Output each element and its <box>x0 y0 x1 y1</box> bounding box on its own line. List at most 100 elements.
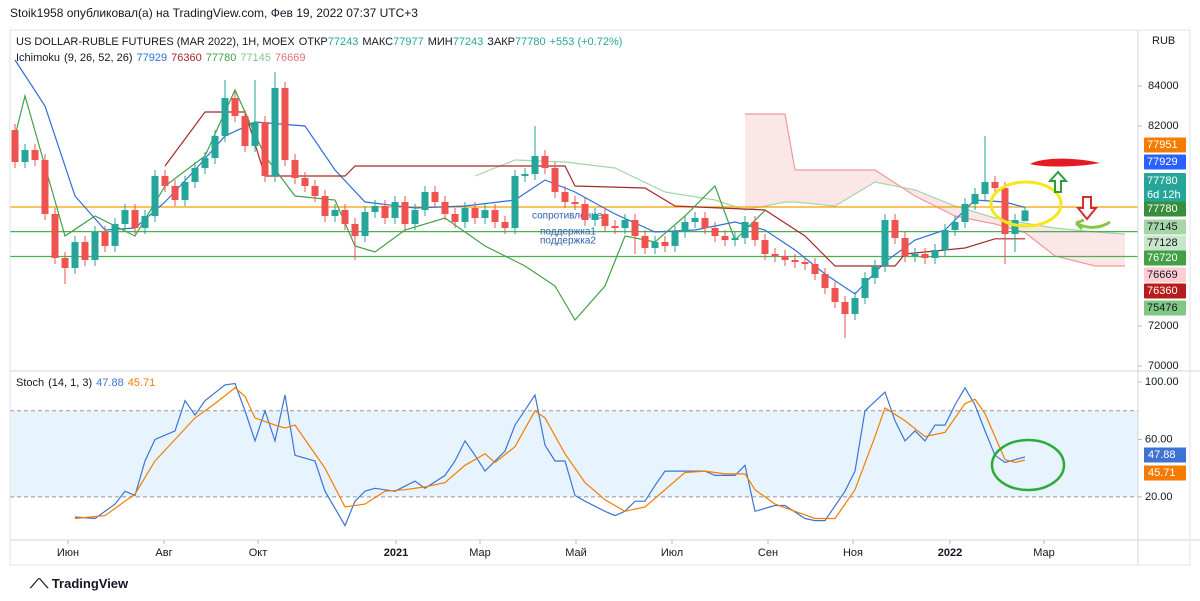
y-tick-label: 84000 <box>1148 80 1179 92</box>
candle-body <box>811 264 819 274</box>
ohlc-value: 77780 <box>515 36 546 48</box>
indicator-params: (9, 26, 52, 26) <box>64 52 133 64</box>
stoch-legend: Stoch (14, 1, 3) 47.88 45.71 <box>16 377 159 389</box>
candle-body <box>791 260 799 262</box>
ohlc-value: 77977 <box>393 36 424 48</box>
candle-body <box>171 186 179 200</box>
candle-body <box>441 202 449 214</box>
candle-body <box>401 202 409 224</box>
x-tick-label: Июл <box>661 547 683 559</box>
candle-body <box>551 168 559 192</box>
candle-body <box>661 242 669 246</box>
candle-body <box>201 158 209 168</box>
candle-body <box>181 182 189 200</box>
candle-body <box>501 222 509 228</box>
candle-body <box>611 226 619 228</box>
candle-body <box>91 232 99 260</box>
x-tick-label: Окт <box>249 547 268 559</box>
y-tick-label: 20.00 <box>1145 491 1173 503</box>
legend-value: 77780 <box>205 52 237 64</box>
candle-body <box>671 232 679 246</box>
price-label-bg <box>1144 137 1186 153</box>
x-tick-label: 2022 <box>938 547 962 559</box>
candle-body <box>861 278 869 298</box>
level-label: поддержка1 <box>540 227 596 238</box>
price-label-bg <box>1144 154 1186 170</box>
candle-body <box>531 156 539 174</box>
candle-body <box>951 222 959 230</box>
price-label: 77145 <box>1147 221 1178 233</box>
legend-value: 77929 <box>136 52 168 64</box>
candle-body <box>311 186 319 196</box>
candle-body <box>571 202 579 204</box>
candle-body <box>271 88 279 176</box>
price-label-bg <box>1144 173 1186 203</box>
candle-body <box>191 168 199 182</box>
candle-body <box>11 130 19 162</box>
stoch-label: 47.88 <box>1148 449 1176 461</box>
candle-body <box>291 160 299 178</box>
candle-body <box>161 176 169 186</box>
candle-body <box>971 194 979 204</box>
candle-body <box>641 236 649 248</box>
candle-body <box>521 174 529 176</box>
candle-body <box>471 208 479 218</box>
candle-body <box>221 98 229 136</box>
curved-arrow <box>1074 218 1111 231</box>
candle-body <box>391 202 399 218</box>
candle-body <box>111 224 119 246</box>
candle-body <box>231 98 239 116</box>
candle-body <box>241 116 249 146</box>
footer-logo: ⟋⟍ TradingView <box>30 576 129 591</box>
candle-body <box>451 214 459 222</box>
candle-body <box>781 256 789 260</box>
x-tick-label: Мар <box>469 547 491 559</box>
candle-body <box>721 236 729 240</box>
candle-body <box>361 212 369 236</box>
candle-body <box>981 182 989 194</box>
candle-body <box>511 176 519 228</box>
candle-body <box>911 254 919 256</box>
x-tick-label: Авг <box>155 547 172 559</box>
stoch-label-bg <box>1144 447 1186 463</box>
price-label: 76669 <box>1147 269 1178 281</box>
candle-body <box>381 206 389 218</box>
down-arrow <box>1075 196 1099 221</box>
candle-body <box>801 262 809 264</box>
stoch-band <box>10 410 1138 497</box>
candle-body <box>681 222 689 232</box>
legend-value: 47.88 <box>96 377 124 389</box>
candle-body <box>631 220 639 236</box>
x-tick-label: 2021 <box>384 547 408 559</box>
candle-body <box>691 218 699 222</box>
candle-body <box>701 218 709 228</box>
change: +553 (+0.72%) <box>549 36 623 48</box>
candle-body <box>921 254 929 258</box>
candle-body <box>41 160 49 214</box>
candle-body <box>301 178 309 186</box>
candle-body <box>831 288 839 302</box>
ohlc-label: ОТКР <box>298 36 328 48</box>
candle-body <box>1021 210 1029 222</box>
symbol-legend: US DOLLAR-RUBLE FUTURES (MAR 2022), 1Н, … <box>16 36 626 48</box>
candle-body <box>841 302 849 314</box>
candle-body <box>601 214 609 226</box>
level-label: поддержка2 <box>540 236 596 247</box>
legend-value: 45.71 <box>127 377 156 389</box>
candle-body <box>711 228 719 236</box>
x-tick-label: Сен <box>758 547 778 559</box>
candle-body <box>491 210 499 222</box>
candle-body <box>481 210 489 218</box>
y-tick-label: 100.00 <box>1145 376 1179 388</box>
indicator-name: Ichimoku <box>16 52 61 64</box>
chart-border <box>9 29 1191 566</box>
candle-body <box>331 210 339 216</box>
price-label: 77780 <box>1147 175 1178 187</box>
y-tick-label: 72000 <box>1148 320 1179 332</box>
candle-body <box>321 196 329 216</box>
price-label-bg <box>1144 250 1186 266</box>
ohlc-label: ЗАКР <box>487 36 516 48</box>
candle-body <box>121 210 129 224</box>
candle-body <box>991 182 999 188</box>
